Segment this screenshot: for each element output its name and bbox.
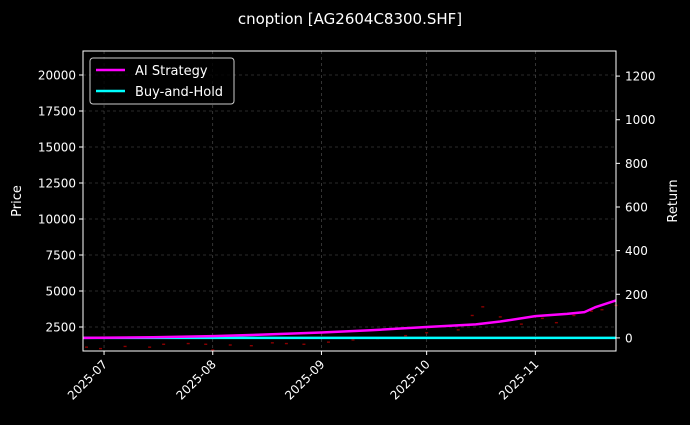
price-series	[85, 304, 618, 351]
y-tick-label-left: 10000	[38, 212, 76, 226]
price-point	[519, 323, 523, 325]
price-point	[211, 349, 215, 351]
y-tick-label-right: 600	[625, 201, 648, 215]
return-lines	[82, 299, 617, 340]
y-tick-label-left: 20000	[38, 69, 76, 83]
y-tick-label-left: 7500	[45, 248, 76, 262]
y-tick-label-right: 800	[625, 157, 648, 171]
price-point	[498, 316, 502, 318]
y-tick-label-left: 5000	[45, 284, 76, 298]
price-point	[186, 342, 190, 345]
price-point	[470, 314, 474, 317]
y-tick-label-right: 0	[625, 331, 633, 345]
y-tick-label-right: 1000	[625, 113, 656, 127]
price-point	[228, 344, 232, 346]
y-tick-label-left: 12500	[38, 177, 76, 191]
y-tick-label-right: 400	[625, 244, 648, 258]
price-point	[148, 346, 152, 348]
price-point	[85, 346, 89, 348]
legend-box	[89, 57, 235, 105]
price-point	[572, 314, 576, 317]
price-point	[351, 339, 355, 341]
legend: AI Strategy Buy-and-Hold	[89, 57, 235, 105]
price-point	[600, 309, 604, 311]
grid	[83, 51, 616, 351]
price-point	[284, 342, 288, 345]
plot-frame	[82, 50, 617, 352]
y-tick-label-right: 200	[625, 288, 648, 302]
price-point	[326, 341, 330, 343]
price-point	[456, 329, 460, 331]
y-tick-label-left: 17500	[38, 105, 76, 119]
price-point	[425, 332, 429, 334]
price-point	[589, 310, 593, 312]
y-tick-label-left: 2500	[45, 320, 76, 334]
price-point	[270, 342, 274, 344]
price-point	[99, 347, 103, 350]
price-point	[302, 343, 306, 345]
y-tick-label-left: 15000	[38, 141, 76, 155]
legend-label-ai-strategy: AI Strategy	[135, 64, 208, 79]
price-point	[162, 343, 166, 345]
legend-label-buy-and-hold: Buy-and-Hold	[135, 85, 223, 100]
y-tick-label-right: 1200	[625, 70, 656, 84]
y-axis-right-label: Return	[666, 179, 681, 222]
y-axis-left-label: Price	[10, 185, 25, 217]
price-point	[204, 343, 208, 345]
ai-strategy-line	[82, 299, 617, 340]
price-point	[404, 334, 408, 337]
price-point	[249, 345, 253, 347]
price-point	[481, 306, 485, 308]
price-point	[540, 317, 544, 320]
chart-title: cnoption [AG2604C8300.SHF]	[238, 10, 462, 28]
price-point	[123, 345, 127, 348]
price-point	[554, 321, 558, 324]
